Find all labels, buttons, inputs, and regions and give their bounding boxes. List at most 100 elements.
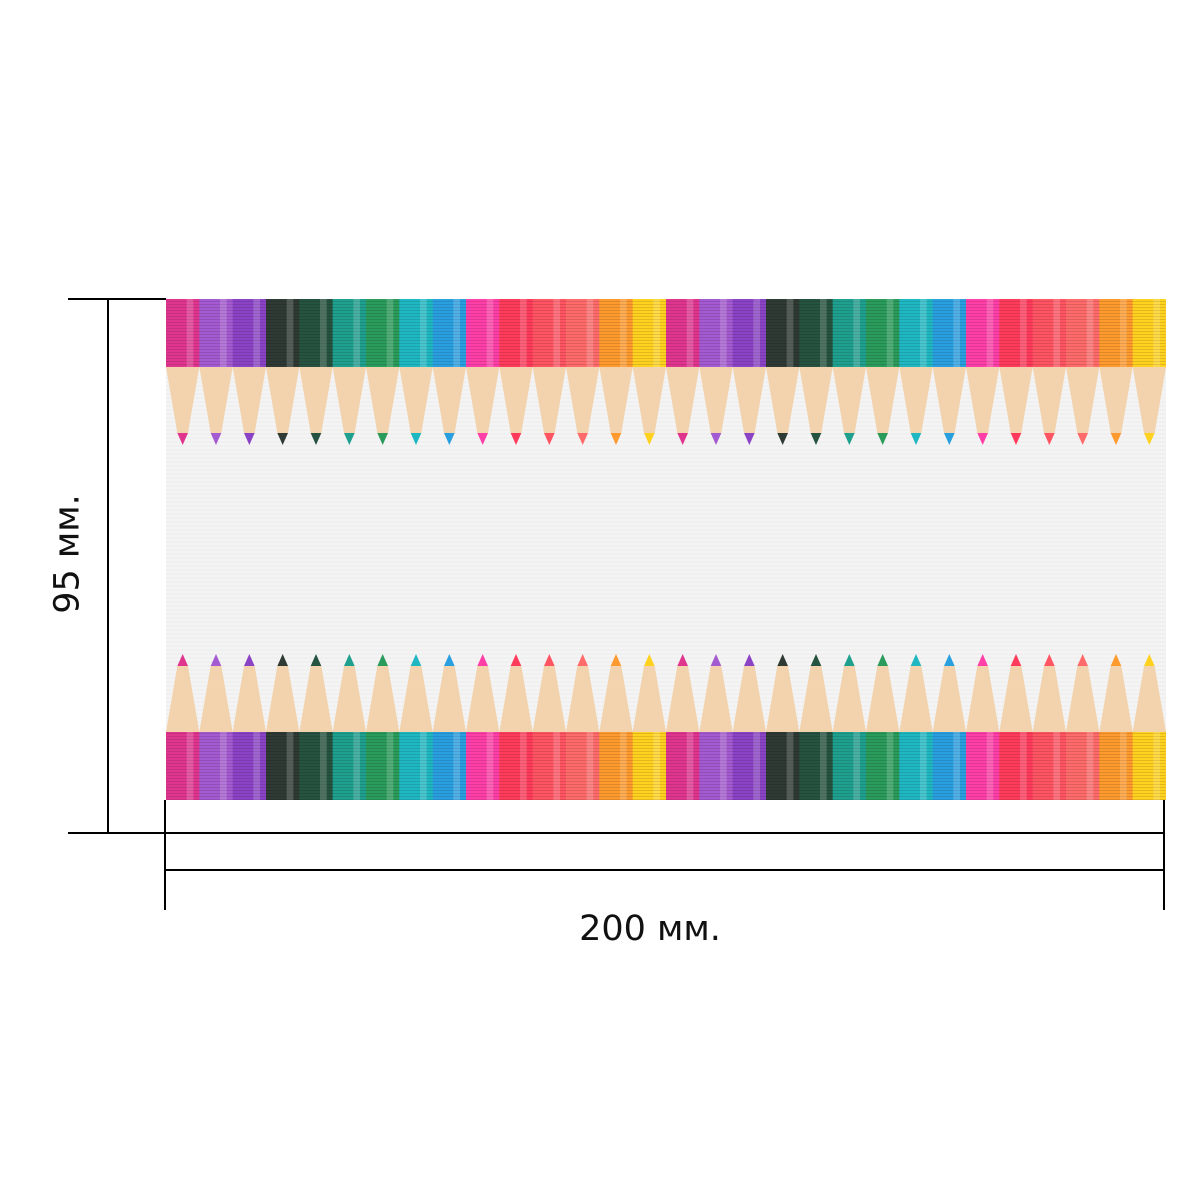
pencil-tip bbox=[777, 433, 788, 445]
pencil-wood bbox=[999, 367, 1033, 433]
pencil-tip bbox=[444, 433, 455, 445]
width-dimension-line-upper bbox=[164, 832, 1165, 834]
height-dimension-line bbox=[107, 298, 109, 834]
pencil-tip bbox=[710, 654, 722, 666]
pencil-border-graphic bbox=[166, 299, 1166, 800]
pencil-wood bbox=[832, 367, 866, 433]
pencil-tip bbox=[944, 654, 955, 666]
pencil-wood bbox=[1099, 666, 1133, 732]
pencil-wood bbox=[999, 666, 1033, 732]
pencil-tip bbox=[644, 654, 655, 666]
pencil-tip bbox=[744, 654, 755, 666]
pencil-wood bbox=[466, 666, 500, 732]
height-extension-top bbox=[68, 298, 166, 300]
pencil-wood bbox=[899, 367, 933, 433]
pencil-tip bbox=[1144, 654, 1155, 666]
width-extension-right bbox=[1163, 800, 1165, 910]
pencil-wood bbox=[499, 666, 533, 732]
pencil-tip bbox=[1010, 433, 1022, 445]
pencil-wood bbox=[799, 367, 833, 433]
pencil-tip bbox=[577, 433, 588, 445]
pencil-wood bbox=[832, 666, 866, 732]
pencil-tip bbox=[377, 654, 388, 666]
pencil-tip bbox=[1144, 433, 1155, 445]
pencil-wood bbox=[1066, 367, 1100, 433]
pencil-tip bbox=[1010, 654, 1022, 666]
pencil-tip bbox=[810, 654, 822, 666]
pencil-tip bbox=[677, 654, 688, 666]
pencil-tip bbox=[610, 433, 622, 445]
pencil-wood bbox=[232, 666, 266, 732]
pencil-tip bbox=[210, 433, 222, 445]
height-extension-bottom bbox=[68, 832, 166, 834]
pencil-tip bbox=[377, 433, 388, 445]
pencil-tip bbox=[244, 654, 255, 666]
pencil-wood bbox=[266, 666, 300, 732]
pencil-tip bbox=[644, 433, 655, 445]
pencil-wood bbox=[332, 666, 366, 732]
pencil-wood bbox=[699, 367, 733, 433]
pencil-tip bbox=[244, 433, 255, 445]
pencil-wood bbox=[366, 367, 400, 433]
pencil-tip bbox=[710, 433, 722, 445]
pencil-tip bbox=[310, 433, 322, 445]
pencil-tip bbox=[877, 654, 888, 666]
pencil-wood bbox=[166, 367, 200, 433]
pencil-tip bbox=[1110, 433, 1122, 445]
pencil-wood bbox=[199, 367, 233, 433]
pencil-wood bbox=[532, 367, 566, 433]
pencil-wood bbox=[866, 367, 900, 433]
pencil-wood bbox=[232, 367, 266, 433]
pencil-tip bbox=[410, 433, 422, 445]
pencil-tip bbox=[677, 433, 688, 445]
pencil-wood bbox=[732, 367, 766, 433]
pencil-wood bbox=[1099, 367, 1133, 433]
pencil-wood bbox=[932, 367, 966, 433]
pencil-wood bbox=[799, 666, 833, 732]
pencil-wood bbox=[566, 666, 600, 732]
pencil-tip bbox=[510, 654, 522, 666]
pencil-tip bbox=[844, 654, 855, 666]
pencil-wood bbox=[366, 666, 400, 732]
pencil-wood bbox=[466, 367, 500, 433]
pencil-tip bbox=[977, 654, 988, 666]
pencil-wood bbox=[666, 666, 700, 732]
pencil-wood bbox=[566, 367, 600, 433]
pencil-tip bbox=[477, 433, 488, 445]
pencil-banner-image bbox=[166, 299, 1166, 800]
pencil-wood bbox=[299, 666, 333, 732]
pencil-tip bbox=[344, 433, 355, 445]
pencil-wood bbox=[899, 666, 933, 732]
pencil-tip bbox=[344, 654, 355, 666]
pencil-wood bbox=[866, 666, 900, 732]
pencil-wood bbox=[732, 666, 766, 732]
pencil-wood bbox=[1132, 367, 1166, 433]
pencil-tip bbox=[1044, 654, 1055, 666]
pencil-wood bbox=[632, 666, 666, 732]
pencil-tip bbox=[910, 433, 922, 445]
pencil-wood bbox=[266, 367, 300, 433]
pencil-tip bbox=[410, 654, 422, 666]
width-dimension-line bbox=[164, 869, 1165, 871]
pencil-tip bbox=[744, 433, 755, 445]
width-extension-left bbox=[164, 800, 166, 910]
pencil-tip bbox=[977, 433, 988, 445]
pencil-wood bbox=[432, 367, 466, 433]
pencil-wood bbox=[1032, 666, 1066, 732]
pencil-tip bbox=[477, 654, 488, 666]
pencil-tip bbox=[544, 433, 555, 445]
pencil-tip bbox=[277, 654, 288, 666]
pencil-wood bbox=[599, 666, 633, 732]
pencil-tip bbox=[310, 654, 322, 666]
pencil-tip bbox=[1044, 433, 1055, 445]
pencil-wood bbox=[766, 367, 800, 433]
pencil-wood bbox=[499, 367, 533, 433]
pencil-wood bbox=[1066, 666, 1100, 732]
pencil-wood bbox=[666, 367, 700, 433]
pencil-wood bbox=[766, 666, 800, 732]
pencil-wood bbox=[199, 666, 233, 732]
width-dimension-label: 200 мм. bbox=[579, 909, 721, 949]
pencil-wood bbox=[532, 666, 566, 732]
pencil-tip bbox=[1077, 654, 1088, 666]
pencil-tip bbox=[444, 654, 455, 666]
